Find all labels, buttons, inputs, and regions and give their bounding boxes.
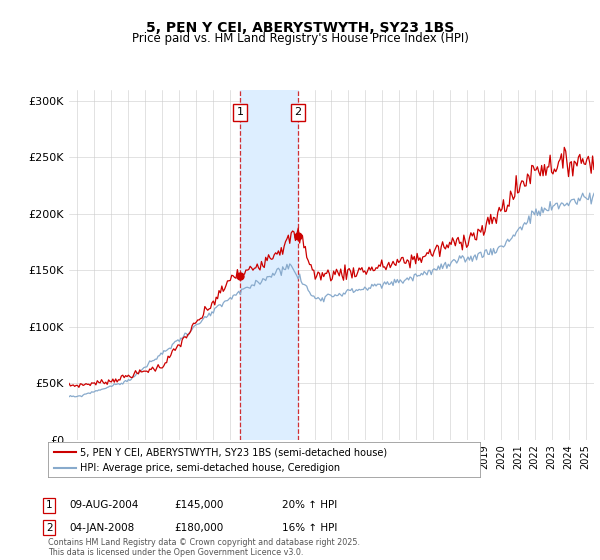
Text: 2: 2 (46, 522, 53, 533)
Text: Contains HM Land Registry data © Crown copyright and database right 2025.
This d: Contains HM Land Registry data © Crown c… (48, 538, 360, 557)
Text: 2: 2 (294, 107, 301, 117)
Text: 5, PEN Y CEI, ABERYSTWYTH, SY23 1BS: 5, PEN Y CEI, ABERYSTWYTH, SY23 1BS (146, 21, 454, 35)
Text: HPI: Average price, semi-detached house, Ceredigion: HPI: Average price, semi-detached house,… (80, 464, 341, 473)
Text: 1: 1 (236, 107, 244, 117)
Bar (240, 90, 298, 440)
Text: 1: 1 (46, 500, 53, 510)
Text: £180,000: £180,000 (174, 522, 223, 533)
Text: £145,000: £145,000 (174, 500, 223, 510)
Text: 16% ↑ HPI: 16% ↑ HPI (282, 522, 337, 533)
Text: 20% ↑ HPI: 20% ↑ HPI (282, 500, 337, 510)
Text: 09-AUG-2004: 09-AUG-2004 (69, 500, 139, 510)
Text: 5, PEN Y CEI, ABERYSTWYTH, SY23 1BS (semi-detached house): 5, PEN Y CEI, ABERYSTWYTH, SY23 1BS (sem… (80, 447, 388, 457)
Text: Price paid vs. HM Land Registry's House Price Index (HPI): Price paid vs. HM Land Registry's House … (131, 32, 469, 45)
Text: 04-JAN-2008: 04-JAN-2008 (69, 522, 134, 533)
